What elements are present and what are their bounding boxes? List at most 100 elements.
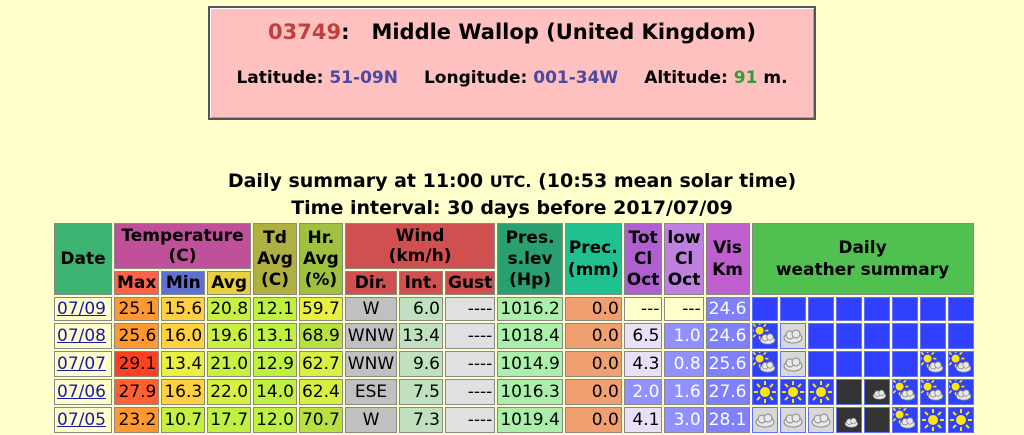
min-temp-cell: 13.4 [161, 351, 206, 377]
date-link[interactable]: 07/09 [57, 299, 106, 319]
date-cell: 07/05 [54, 407, 112, 433]
low-cloud-cell: 0.8 [664, 351, 704, 377]
sun-cloud-icon [891, 407, 918, 433]
wind-gust-cell: ---- [445, 407, 496, 433]
cloud-icon [807, 407, 834, 433]
moon-cloud-icon [863, 379, 890, 405]
date-cell: 07/06 [54, 379, 112, 405]
visibility-cell: 25.6 [705, 351, 750, 377]
wind-int-cell: 6.0 [399, 297, 443, 321]
weather-rows: 07/09 25.1 15.6 20.8 12.1 59.7 W 6.0 ---- 1016.2 0… [54, 297, 974, 433]
humidity-cell: 70.7 [298, 407, 343, 433]
header-td-avg: Td Avg (C) [253, 223, 297, 295]
wind-dir-cell: WNW [344, 351, 398, 377]
empty-icon [891, 351, 918, 377]
empty-icon [751, 297, 778, 321]
precipitation-cell: 0.0 [564, 351, 622, 377]
header-daily-summary: Daily weather summary [751, 223, 974, 295]
avg-temp-cell: 17.7 [207, 407, 252, 433]
empty-icon [779, 297, 806, 321]
date-link[interactable]: 07/05 [57, 410, 106, 430]
empty-icon [835, 351, 862, 377]
total-cloud-cell: 6.5 [623, 323, 663, 349]
header-pressure: Pres. s.lev (Hp) [497, 223, 563, 295]
sun-cloud-icon [891, 379, 918, 405]
avg-temp-cell: 22.0 [207, 379, 252, 405]
station-coordinates: Latitude: 51-09N Longitude: 001-34W Altitu… [210, 68, 814, 88]
wind-dir-cell: W [344, 407, 398, 433]
max-temp-cell: 23.2 [114, 407, 160, 433]
header-low-cloud: low Cl Oct [664, 223, 704, 295]
date-cell: 07/07 [54, 351, 112, 377]
total-cloud-cell: 4.1 [623, 407, 663, 433]
weather-table: Date Temperature (C) Td Avg (C) Hr. Avg (%) W… [52, 221, 976, 435]
sun-cloud-icon [919, 379, 946, 405]
dewpoint-cell: 12.0 [253, 407, 297, 433]
moon-cloud-icon [835, 407, 862, 433]
header-date: Date [54, 223, 112, 295]
precipitation-cell: 0.0 [564, 407, 622, 433]
header-visibility: Vis Km [705, 223, 750, 295]
visibility-cell: 24.6 [705, 297, 750, 321]
station-info-box: 03749: Middle Wallop (United Kingdom) La… [208, 6, 816, 120]
latitude-value: 51-09N [329, 68, 398, 88]
header-wind: Wind (km/h) [344, 223, 496, 269]
moon-icon [863, 407, 890, 433]
pressure-cell: 1014.9 [497, 351, 563, 377]
pressure-cell: 1018.4 [497, 323, 563, 349]
empty-icon [863, 323, 890, 349]
wind-gust-cell: ---- [445, 323, 496, 349]
table-row: 07/08 25.6 16.0 19.6 13.1 68.9 WNW 13.4 ---- 1018… [54, 323, 974, 349]
header-wind-gust: Gust [445, 271, 496, 295]
sun-icon [947, 407, 974, 433]
visibility-cell: 27.6 [705, 379, 750, 405]
sun-icon [919, 407, 946, 433]
header-hr-avg: Hr. Avg (%) [298, 223, 343, 295]
moon-icon [835, 379, 862, 405]
humidity-cell: 62.7 [298, 351, 343, 377]
low-cloud-cell: 3.0 [664, 407, 704, 433]
empty-icon [947, 297, 974, 321]
min-temp-cell: 16.0 [161, 323, 206, 349]
summary-line-1: Daily summary at 11:00 UTC. (10:53 mean … [227, 170, 797, 192]
altitude-unit: m. [763, 68, 788, 88]
avg-temp-cell: 19.6 [207, 323, 252, 349]
avg-temp-cell: 20.8 [207, 297, 252, 321]
total-cloud-cell: 2.0 [623, 379, 663, 405]
header-wind-dir: Dir. [344, 271, 398, 295]
longitude-value: 001-34W [533, 68, 619, 88]
date-link[interactable]: 07/07 [57, 354, 106, 374]
wind-dir-cell: ESE [344, 379, 398, 405]
humidity-cell: 59.7 [298, 297, 343, 321]
wind-dir-cell: W [344, 297, 398, 321]
sun-cloud-icon [751, 351, 778, 377]
date-cell: 07/09 [54, 297, 112, 321]
dewpoint-cell: 14.0 [253, 379, 297, 405]
wind-int-cell: 9.6 [399, 351, 443, 377]
wind-gust-cell: ---- [445, 351, 496, 377]
header-total-cloud: Tot Cl Oct [623, 223, 663, 295]
empty-icon [891, 323, 918, 349]
low-cloud-cell: --- [664, 297, 704, 321]
header-precipitation: Prec. (mm) [564, 223, 622, 295]
wind-gust-cell: ---- [445, 297, 496, 321]
sun-icon [751, 379, 778, 405]
low-cloud-cell: 1.0 [664, 323, 704, 349]
dewpoint-cell: 13.1 [253, 323, 297, 349]
station-code: 03749 [268, 20, 342, 44]
date-link[interactable]: 07/06 [57, 382, 106, 402]
empty-icon [863, 297, 890, 321]
dewpoint-cell: 12.9 [253, 351, 297, 377]
precipitation-cell: 0.0 [564, 379, 622, 405]
sun-cloud-icon [751, 323, 778, 349]
header-temperature: Temperature (C) [114, 223, 252, 269]
empty-icon [807, 323, 834, 349]
humidity-cell: 68.9 [298, 323, 343, 349]
pressure-cell: 1016.3 [497, 379, 563, 405]
summary-line-2: Time interval: 30 days before 2017/07/09 [291, 197, 733, 219]
wind-int-cell: 13.4 [399, 323, 443, 349]
date-link[interactable]: 07/08 [57, 326, 106, 346]
table-row: 07/07 29.1 13.4 21.0 12.9 62.7 WNW 9.6 ---- 1014.… [54, 351, 974, 377]
table-row: 07/05 23.2 10.7 17.7 12.0 70.7 W 7.3 ---- 1019.4 0… [54, 407, 974, 433]
min-temp-cell: 10.7 [161, 407, 206, 433]
